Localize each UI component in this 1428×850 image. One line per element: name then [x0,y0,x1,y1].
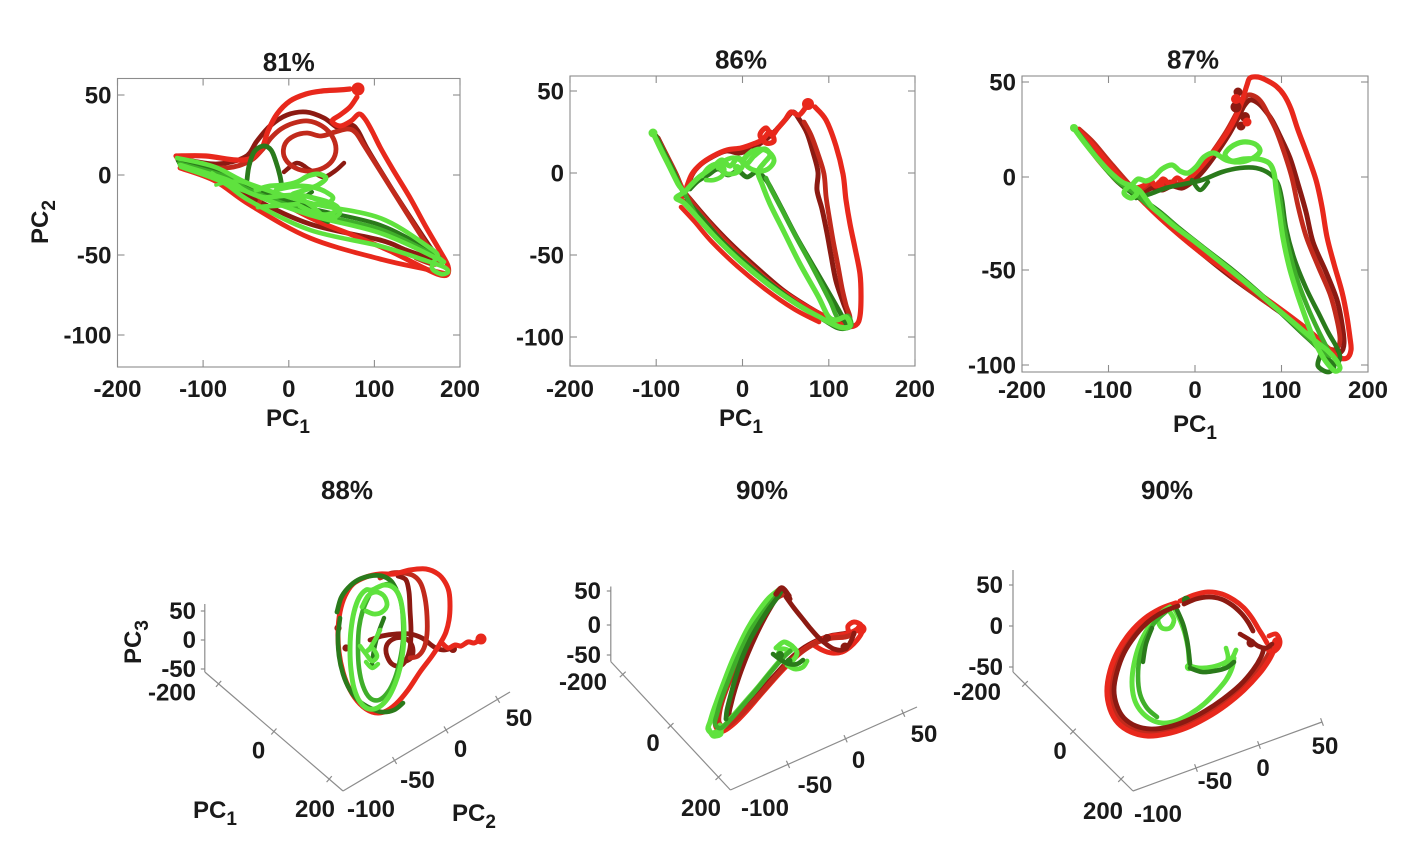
svg-text:100: 100 [354,376,394,403]
svg-text:200: 200 [895,376,935,403]
svg-text:0: 0 [1256,755,1269,782]
svg-text:-50: -50 [77,243,112,270]
svg-text:50: 50 [911,721,938,748]
svg-text:100: 100 [1261,377,1301,404]
svg-text:200: 200 [1083,798,1123,825]
svg-text:0: 0 [454,736,467,763]
svg-text:-50: -50 [968,654,1003,681]
svg-text:-50: -50 [566,642,601,669]
svg-text:-50: -50 [161,656,196,683]
svg-text:81%: 81% [263,47,315,77]
svg-text:200: 200 [440,376,480,403]
svg-text:0: 0 [1053,738,1066,765]
svg-text:0: 0 [1003,165,1016,192]
svg-text:-100: -100 [179,376,227,403]
svg-text:-200: -200 [559,669,607,696]
svg-text:-100: -100 [968,353,1016,380]
svg-text:-200: -200 [998,377,1046,404]
svg-text:0: 0 [852,747,865,774]
svg-text:200: 200 [1348,377,1388,404]
svg-text:0: 0 [98,163,111,190]
svg-text:200: 200 [681,795,721,822]
svg-text:-100: -100 [741,795,789,822]
svg-text:0: 0 [990,613,1003,640]
svg-text:50: 50 [537,79,564,106]
svg-text:-200: -200 [148,680,196,707]
svg-text:200: 200 [295,796,335,823]
svg-text:50: 50 [506,705,533,732]
svg-text:50: 50 [976,572,1003,599]
svg-text:0: 0 [252,738,265,765]
svg-text:-100: -100 [1134,801,1182,828]
svg-text:90%: 90% [1141,475,1193,505]
svg-text:50: 50 [85,83,112,110]
svg-text:-100: -100 [63,323,111,350]
svg-text:-100: -100 [632,376,680,403]
svg-text:-50: -50 [981,258,1016,285]
svg-text:-200: -200 [953,679,1001,706]
svg-text:90%: 90% [736,475,788,505]
svg-text:50: 50 [574,578,601,605]
svg-text:0: 0 [646,730,659,757]
svg-text:0: 0 [736,376,749,403]
svg-text:-100: -100 [516,325,564,352]
svg-text:-200: -200 [546,376,594,403]
svg-text:-50: -50 [400,767,435,794]
svg-text:50: 50 [169,598,196,625]
svg-text:87%: 87% [1167,45,1219,75]
svg-text:-100: -100 [1084,377,1132,404]
svg-text:-200: -200 [93,376,141,403]
svg-text:-50: -50 [798,772,833,799]
svg-text:0: 0 [551,161,564,188]
svg-text:0: 0 [1188,377,1201,404]
svg-text:88%: 88% [321,475,373,505]
svg-text:-50: -50 [1198,768,1233,795]
svg-text:86%: 86% [715,45,767,75]
svg-text:50: 50 [989,70,1016,97]
svg-text:0: 0 [183,627,196,654]
svg-text:0: 0 [282,376,295,403]
svg-text:-100: -100 [347,796,395,823]
svg-text:50: 50 [1312,733,1339,760]
svg-text:100: 100 [809,376,849,403]
svg-text:-50: -50 [529,243,564,270]
svg-text:0: 0 [588,612,601,639]
